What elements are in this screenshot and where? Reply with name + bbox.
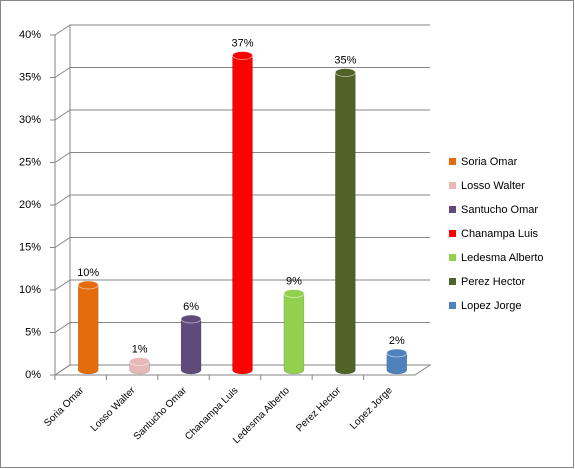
y-tick-label: 0% xyxy=(25,369,41,381)
value-label: 6% xyxy=(183,301,199,313)
bar xyxy=(232,51,253,375)
y-tick-label: 15% xyxy=(19,241,41,253)
bar xyxy=(180,314,202,375)
grid-line xyxy=(54,152,430,163)
bar-top xyxy=(180,314,202,324)
bar-body xyxy=(232,55,253,375)
legend-swatch xyxy=(449,302,456,309)
legend-swatch xyxy=(449,230,456,237)
value-label: 10% xyxy=(77,267,99,279)
y-tick-label: 40% xyxy=(19,29,41,41)
legend-label: Santucho Omar xyxy=(461,204,538,216)
y-tick-label: 10% xyxy=(19,284,41,296)
value-label: 2% xyxy=(389,335,405,347)
legend-swatch xyxy=(449,206,456,213)
value-label: 9% xyxy=(286,275,302,287)
bar xyxy=(334,68,356,375)
y-tick-label: 25% xyxy=(19,156,41,168)
y-tick-label: 35% xyxy=(19,71,41,83)
grid-line xyxy=(54,24,430,36)
grid-line xyxy=(54,237,430,248)
legend-label: Lopez Jorge xyxy=(461,300,522,312)
y-tick-label: 30% xyxy=(19,114,41,126)
bar-top xyxy=(386,348,408,358)
legend-swatch xyxy=(449,158,456,165)
y-tick-label: 5% xyxy=(25,326,41,338)
bar-top xyxy=(232,51,253,60)
value-label: 35% xyxy=(334,54,356,66)
bar-top xyxy=(129,357,151,366)
grid-line xyxy=(54,109,430,121)
bar-top xyxy=(77,280,99,290)
grid-line xyxy=(54,322,430,333)
legend-label: Soria Omar xyxy=(461,156,518,168)
bar-body xyxy=(386,352,408,375)
legend-label: Perez Hector xyxy=(461,276,526,288)
y-tick-label: 20% xyxy=(19,199,41,211)
legend-swatch xyxy=(449,182,456,189)
bar xyxy=(283,289,305,375)
grid-line xyxy=(54,364,430,376)
grid-line xyxy=(54,67,430,78)
bar xyxy=(386,348,408,375)
bar-body xyxy=(283,293,305,375)
legend-swatch xyxy=(449,278,456,285)
legend-label: Chanampa Luis xyxy=(461,228,539,240)
bar xyxy=(77,280,99,375)
bar xyxy=(129,357,151,375)
legend-label: Ledesma Alberto xyxy=(461,252,544,264)
bar-body xyxy=(180,318,202,375)
grid-line xyxy=(54,194,430,206)
grid-line xyxy=(54,279,430,291)
value-label: 37% xyxy=(231,37,253,49)
legend-label: Losso Walter xyxy=(461,180,525,192)
value-label: 1% xyxy=(132,343,148,355)
bar-top xyxy=(334,68,356,77)
bar-body xyxy=(335,72,356,375)
bar-top xyxy=(283,289,305,298)
bar-body xyxy=(77,284,99,375)
legend-swatch xyxy=(449,254,456,261)
